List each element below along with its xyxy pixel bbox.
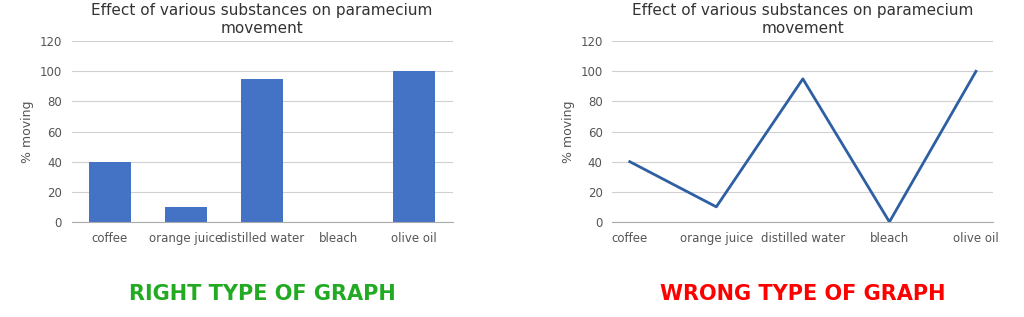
Y-axis label: % moving: % moving	[22, 100, 34, 163]
Bar	[89, 162, 131, 222]
Title: Effect of various substances on paramecium
movement: Effect of various substances on parameci…	[91, 3, 433, 36]
Y-axis label: % moving: % moving	[562, 100, 574, 163]
Text: RIGHT TYPE OF GRAPH: RIGHT TYPE OF GRAPH	[129, 284, 395, 304]
Bar	[242, 79, 283, 222]
Bar	[393, 71, 435, 222]
Bar	[165, 207, 207, 222]
Text: WRONG TYPE OF GRAPH: WRONG TYPE OF GRAPH	[660, 284, 945, 304]
Title: Effect of various substances on paramecium
movement: Effect of various substances on parameci…	[632, 3, 974, 36]
